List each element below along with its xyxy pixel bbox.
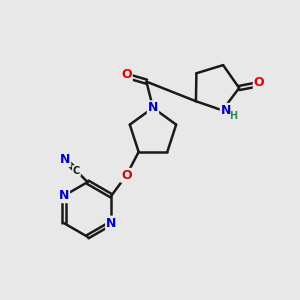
Text: O: O: [121, 169, 132, 182]
Text: H: H: [230, 111, 238, 121]
Text: N: N: [60, 153, 70, 166]
Text: C: C: [73, 166, 80, 176]
Text: O: O: [254, 76, 264, 89]
Text: N: N: [106, 217, 116, 230]
Text: N: N: [59, 189, 69, 202]
Text: N: N: [148, 101, 158, 114]
Text: N: N: [221, 104, 231, 117]
Text: O: O: [121, 68, 132, 81]
